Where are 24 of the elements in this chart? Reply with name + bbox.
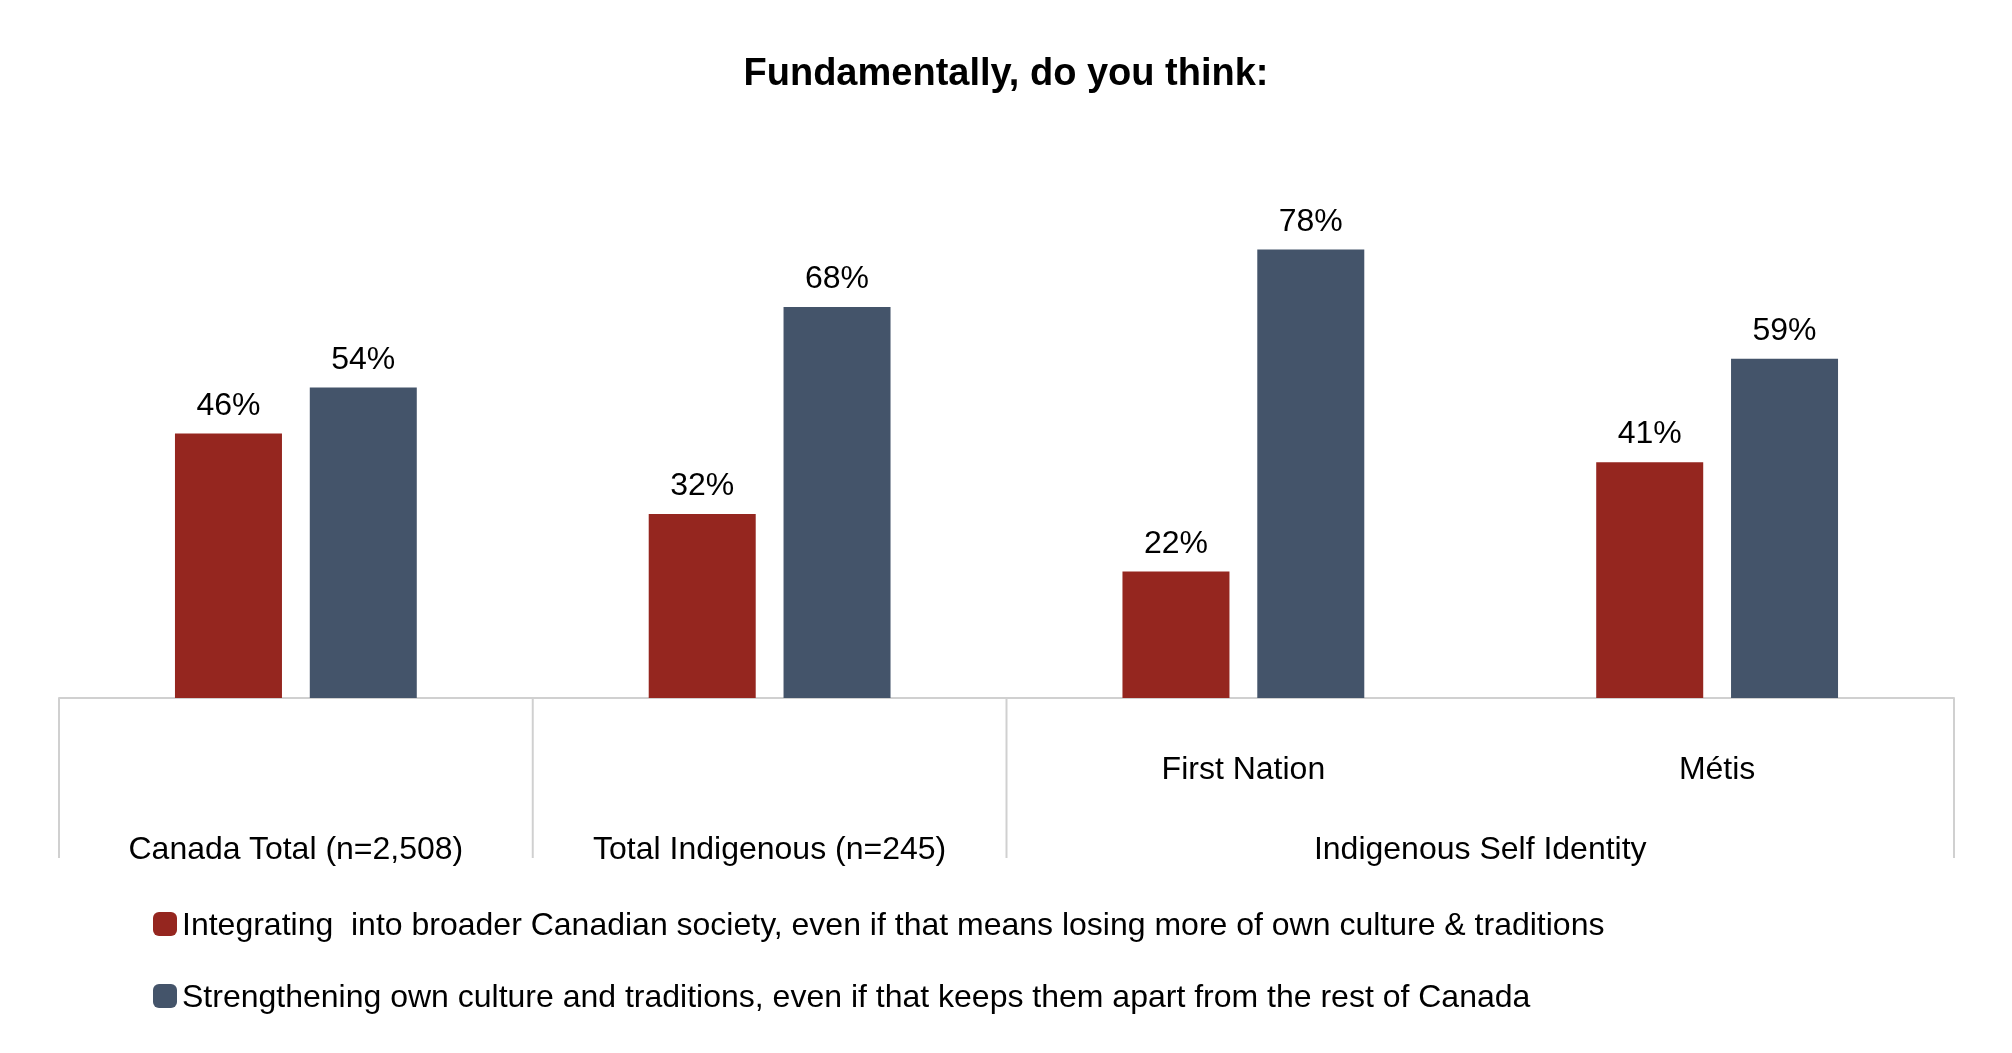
legend-label: Integrating into broader Canadian society, even if that means losing more of own culture & traditions xyxy=(182,906,1605,942)
bar xyxy=(1596,462,1704,698)
data-label: 41% xyxy=(1617,414,1682,451)
x-tick-label: Métis xyxy=(1678,750,1756,786)
x-tick-label: Canada Total (n=2,508) xyxy=(128,830,464,866)
data-label: 32% xyxy=(670,466,735,502)
bar xyxy=(309,387,417,698)
data-label: 59% xyxy=(1752,310,1817,347)
bar xyxy=(174,433,282,698)
data-label: 54% xyxy=(331,339,396,376)
data-label: 46% xyxy=(196,385,261,422)
legend-label: Strengthening own culture and traditions, even if that keeps them apart from the rest of Canada xyxy=(182,978,1531,1014)
bar xyxy=(783,307,891,698)
data-label: 78% xyxy=(1278,201,1343,238)
data-label: 68% xyxy=(805,259,870,295)
chart-title: Fundamentally, do you think: xyxy=(743,51,1269,93)
data-label: 22% xyxy=(1143,523,1208,560)
bar xyxy=(1122,571,1230,698)
text: Indigenous Self Identity xyxy=(1313,830,1647,866)
bar xyxy=(648,514,756,698)
x-tick-label: Total Indigenous (n=245) xyxy=(593,830,947,866)
bar xyxy=(1257,249,1365,698)
bar xyxy=(1731,358,1839,698)
x-tick-label: First Nation xyxy=(1161,750,1326,786)
